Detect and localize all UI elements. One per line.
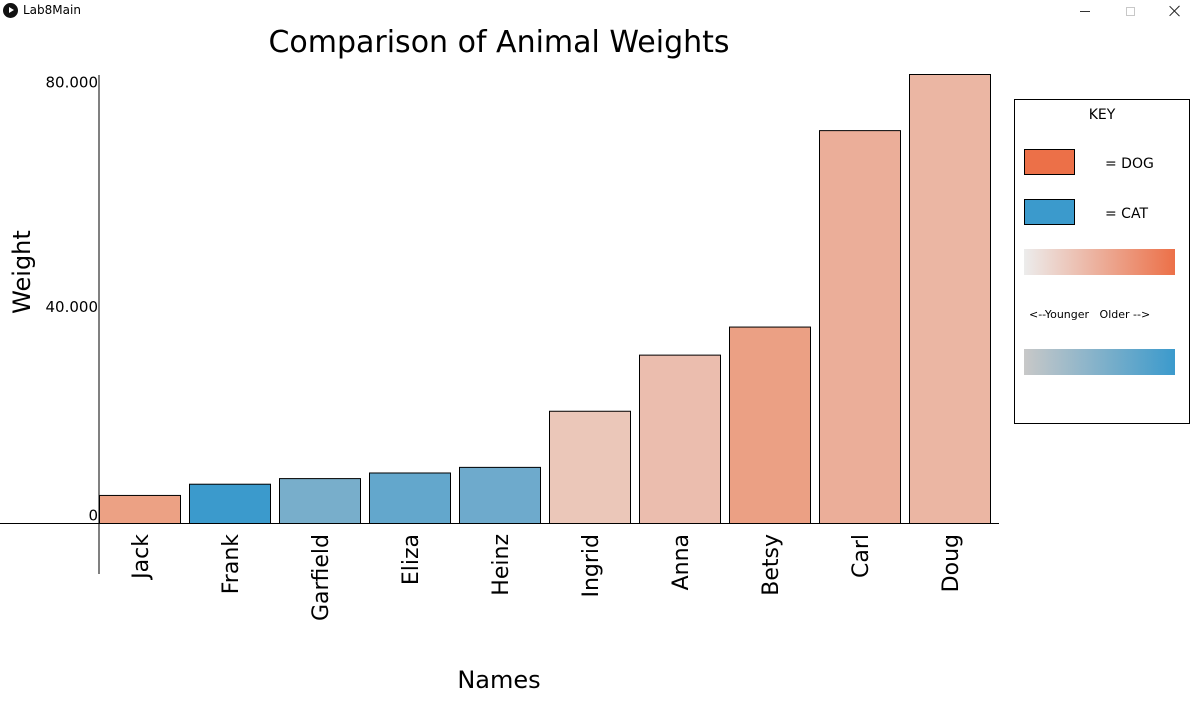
bar-betsy bbox=[729, 326, 811, 524]
x-tick-label: Ingrid bbox=[579, 534, 604, 598]
x-tick-label: Garfield bbox=[309, 534, 334, 621]
bar-doug bbox=[909, 74, 991, 524]
y-tick-label: 80.000 bbox=[46, 74, 99, 92]
app-icon bbox=[3, 3, 18, 18]
dog-key-label: = DOG bbox=[1105, 156, 1154, 172]
minimize-icon bbox=[1080, 10, 1090, 12]
x-tick-labels: Jack Frank Garfield Eliza Heinz Ingrid Anna Bet… bbox=[129, 534, 964, 621]
cat-color-swatch bbox=[1024, 199, 1075, 225]
y-tick-label: 0 bbox=[88, 507, 98, 525]
window-titlebar: Lab8Main bbox=[0, 0, 1196, 22]
chart-title: Comparison of Animal Weights bbox=[268, 25, 729, 60]
maximize-icon bbox=[1125, 6, 1135, 16]
bar-garfield bbox=[279, 478, 361, 525]
bar-anna bbox=[639, 354, 721, 524]
bar-ingrid bbox=[549, 410, 631, 524]
x-tick-label: Heinz bbox=[489, 534, 514, 596]
x-tick-label: Carl bbox=[849, 534, 874, 578]
key-title: KEY bbox=[1088, 107, 1116, 123]
x-tick-label: Anna bbox=[669, 534, 694, 590]
bar-jack bbox=[99, 494, 181, 524]
x-tick-label: Frank bbox=[219, 534, 244, 595]
x-tick-label: Doug bbox=[939, 534, 964, 592]
bar-eliza bbox=[369, 472, 451, 524]
maximize-button[interactable] bbox=[1107, 0, 1153, 22]
y-axis-label: Weight bbox=[8, 230, 36, 314]
x-tick-label: Eliza bbox=[399, 534, 424, 585]
cat-key-label: = CAT bbox=[1105, 206, 1148, 222]
x-tick-label: Jack bbox=[129, 534, 154, 581]
x-tick-label: Betsy bbox=[759, 534, 784, 596]
bars-group bbox=[99, 74, 991, 525]
y-tick-labels: 0 40.000 80.000 bbox=[46, 74, 99, 525]
minimize-button[interactable] bbox=[1062, 0, 1108, 22]
bar-carl bbox=[819, 130, 901, 524]
bar-heinz bbox=[459, 466, 541, 524]
legend-key: KEY = DOG = CAT <--Younger Older --> bbox=[1014, 99, 1190, 424]
y-tick-label: 40.000 bbox=[46, 298, 99, 316]
cat-age-gradient bbox=[1024, 349, 1175, 375]
x-axis-label: Names bbox=[457, 666, 540, 694]
bar-frank bbox=[189, 483, 271, 524]
dog-color-swatch bbox=[1024, 149, 1075, 175]
dog-age-gradient bbox=[1024, 249, 1175, 275]
window-title: Lab8Main bbox=[23, 3, 81, 17]
age-direction-label: <--Younger Older --> bbox=[1029, 308, 1151, 321]
